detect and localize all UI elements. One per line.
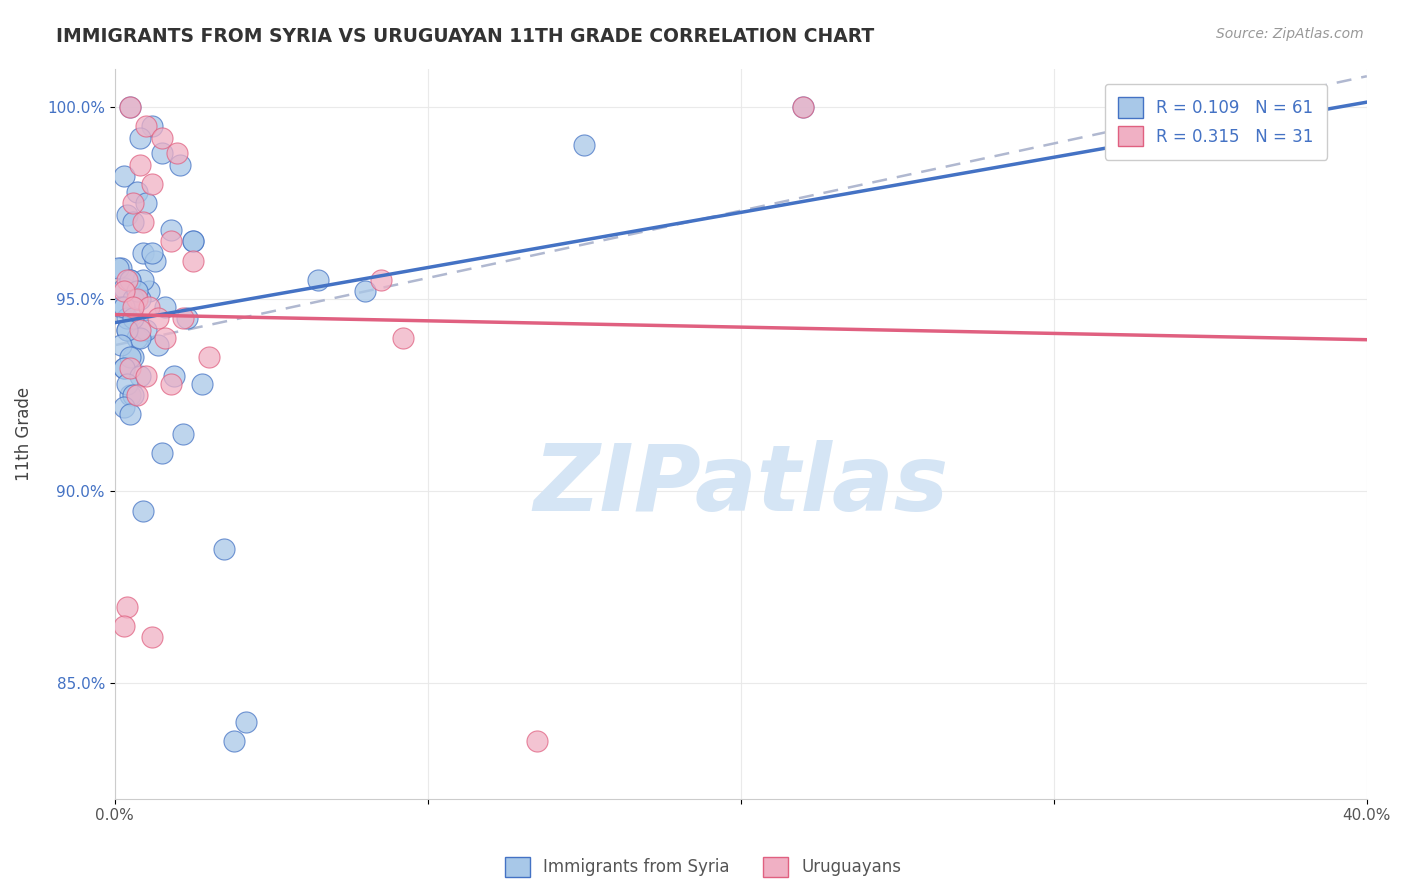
Point [112, 285, 135, 299]
Point [132, 215, 155, 229]
Point [181, 253, 204, 268]
Point [120, 388, 142, 402]
Point [125, 330, 148, 344]
Point [160, 235, 183, 249]
Point [128, 330, 150, 344]
Point [115, 599, 138, 614]
Point [172, 311, 194, 326]
Point [141, 631, 163, 645]
Point [115, 376, 138, 391]
Point [112, 400, 135, 414]
Point [122, 311, 145, 326]
Point [122, 196, 145, 211]
Point [120, 350, 142, 364]
Point [138, 285, 160, 299]
Point [125, 388, 148, 402]
Point [122, 292, 145, 306]
Point [141, 119, 163, 133]
Point [150, 130, 173, 145]
Legend: R = 0.109   N = 61, R = 0.315   N = 31: R = 0.109 N = 61, R = 0.315 N = 31 [1105, 84, 1327, 160]
Point [191, 376, 214, 391]
Point [120, 361, 142, 376]
Text: IMMIGRANTS FROM SYRIA VS URUGUAYAN 11TH GRADE CORRELATION CHART: IMMIGRANTS FROM SYRIA VS URUGUAYAN 11TH … [56, 27, 875, 45]
Point [115, 323, 138, 337]
Point [110, 261, 132, 276]
Point [128, 323, 150, 337]
Point [222, 734, 245, 748]
Point [107, 261, 129, 276]
Point [110, 300, 132, 314]
Point [150, 446, 173, 460]
Point [141, 177, 163, 191]
Point [125, 185, 148, 199]
Point [122, 388, 145, 402]
Point [150, 146, 173, 161]
Point [181, 235, 204, 249]
Point [128, 369, 150, 384]
Point [138, 300, 160, 314]
Point [132, 503, 155, 517]
Point [115, 311, 138, 326]
Point [235, 714, 257, 729]
Point [792, 100, 814, 114]
Text: Source: ZipAtlas.com: Source: ZipAtlas.com [1216, 27, 1364, 41]
Point [128, 158, 150, 172]
Point [125, 292, 148, 306]
Y-axis label: 11th Grade: 11th Grade [15, 386, 32, 481]
Point [122, 215, 145, 229]
Point [181, 235, 204, 249]
Point [112, 280, 135, 294]
Legend: Immigrants from Syria, Uruguayans: Immigrants from Syria, Uruguayans [498, 850, 908, 884]
Point [112, 361, 135, 376]
Point [120, 273, 142, 287]
Text: ZIPatlas: ZIPatlas [533, 440, 948, 530]
Point [153, 300, 176, 314]
Point [120, 100, 142, 114]
Point [135, 369, 157, 384]
Point [120, 100, 142, 114]
Point [128, 292, 150, 306]
Point [128, 130, 150, 145]
Point [112, 169, 135, 183]
Point [143, 253, 166, 268]
Point [135, 119, 157, 133]
Point [148, 338, 170, 352]
Point [115, 323, 138, 337]
Point [148, 311, 170, 326]
Point [120, 408, 142, 422]
Point [370, 273, 392, 287]
Point [141, 246, 163, 260]
Point [212, 541, 235, 556]
Point [169, 158, 191, 172]
Point [132, 273, 155, 287]
Point [125, 285, 148, 299]
Point [307, 273, 329, 287]
Point [120, 273, 142, 287]
Point [172, 426, 194, 441]
Point [122, 350, 145, 364]
Point [354, 285, 377, 299]
Point [526, 734, 548, 748]
Point [132, 246, 155, 260]
Point [115, 208, 138, 222]
Point [135, 196, 157, 211]
Point [135, 323, 157, 337]
Point [110, 338, 132, 352]
Point [391, 330, 413, 344]
Point [176, 311, 198, 326]
Point [160, 223, 183, 237]
Point [166, 146, 188, 161]
Point [163, 369, 186, 384]
Point [792, 100, 814, 114]
Point [112, 619, 135, 633]
Point [115, 273, 138, 287]
Point [122, 300, 145, 314]
Point [153, 330, 176, 344]
Point [112, 300, 135, 314]
Point [572, 138, 595, 153]
Point [160, 376, 183, 391]
Point [112, 361, 135, 376]
Point [197, 350, 219, 364]
